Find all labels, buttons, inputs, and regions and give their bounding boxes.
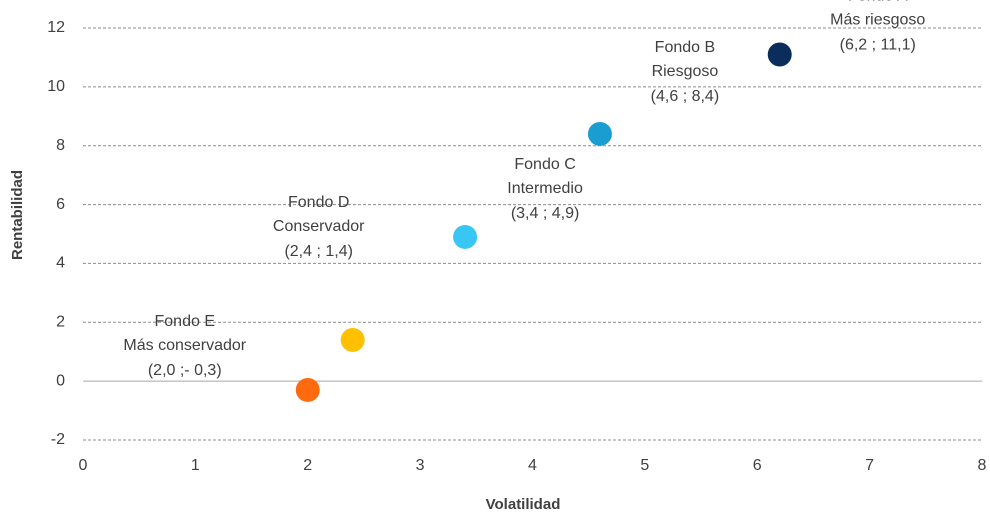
scatter-point — [587, 121, 612, 146]
data-label: (4,6 ; 8,4) — [651, 88, 719, 105]
y-tick-label: 10 — [47, 78, 65, 95]
y-tick-label: 8 — [56, 137, 65, 154]
x-tick-label: 6 — [753, 457, 762, 474]
point-description: Más riesgoso — [830, 12, 925, 29]
scatter-point — [453, 224, 478, 249]
point-description: Más conservador — [123, 337, 246, 354]
data-label: (2,4 ; 1,4) — [284, 243, 352, 260]
y-axis-title: Rentabilidad — [9, 170, 26, 260]
point-name: Fondo C — [514, 156, 575, 173]
y-tick-label: 4 — [56, 255, 65, 272]
point-name: Fondo B — [655, 39, 715, 56]
scatter-point — [340, 327, 365, 352]
point-description: Conservador — [273, 218, 365, 235]
point-name: Fondo D — [288, 194, 349, 211]
x-axis-title: Volatilidad — [486, 496, 561, 513]
x-tick-label: 2 — [303, 457, 312, 474]
scatter-point — [295, 377, 320, 402]
x-tick-label: 3 — [416, 457, 425, 474]
data-label: (3,4 ; 4,9) — [511, 205, 579, 222]
y-tick-label: 6 — [56, 196, 65, 213]
point-name: Fondo E — [155, 313, 215, 330]
y-tick-label: 0 — [56, 372, 65, 389]
y-tick-label: -2 — [51, 431, 65, 448]
data-label: (6,2 ; 11,1) — [840, 37, 916, 54]
x-tick-label: 8 — [978, 457, 987, 474]
scatter-point — [767, 42, 792, 67]
data-label: (2,0 ;- 0,3) — [148, 362, 222, 379]
x-tick-label: 7 — [865, 457, 874, 474]
point-description: Intermedio — [507, 180, 583, 197]
point-description: Riesgoso — [652, 63, 719, 80]
y-tick-label: 12 — [47, 19, 65, 36]
point-name: Fondo A — [848, 0, 908, 5]
x-tick-label: 0 — [79, 457, 88, 474]
x-tick-label: 4 — [528, 457, 537, 474]
x-tick-label: 5 — [640, 457, 649, 474]
y-tick-label: 2 — [56, 314, 65, 331]
x-tick-label: 1 — [191, 457, 200, 474]
